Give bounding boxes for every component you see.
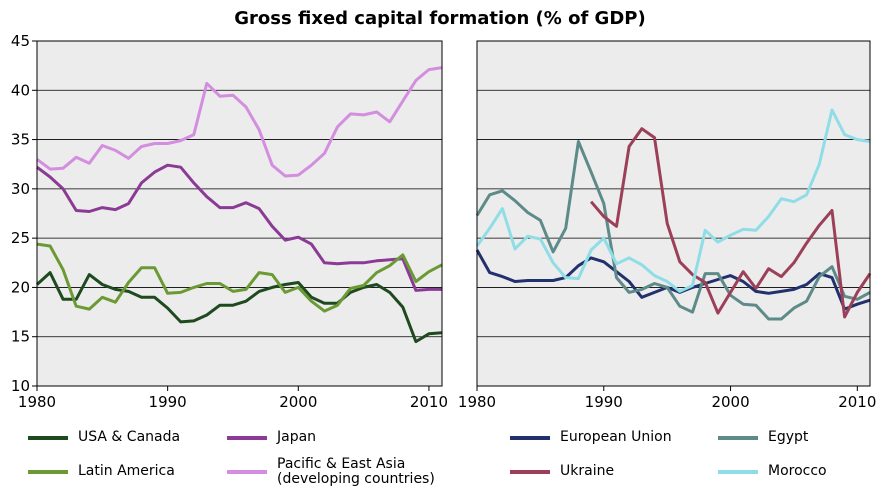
x-tick-label: 1980: [458, 393, 496, 411]
legend-swatch: [510, 470, 550, 474]
series-line: [36, 163, 442, 292]
legend-swatch: [227, 436, 267, 440]
x-tick-label: 2010: [838, 393, 876, 411]
series-line: [475, 140, 871, 321]
y-tick-label: 15: [11, 328, 30, 346]
series-line: [35, 271, 443, 344]
y-tick-label: 25: [11, 229, 30, 247]
legend-label: Japan: [277, 429, 317, 445]
legend-label: Ukraine: [560, 463, 615, 479]
legend-label: Morocco: [768, 463, 827, 479]
legend-swatch: [718, 470, 758, 474]
legend-label: Latin America: [78, 463, 175, 479]
plot-frame: [476, 40, 871, 387]
legend-swatch: [510, 436, 550, 440]
y-tick-label: 40: [11, 81, 30, 99]
legend-swatch: [28, 470, 68, 474]
series-line: [475, 249, 871, 311]
legend-label: Pacific & East Asia (developing countrie…: [277, 456, 435, 487]
plot-frame: [36, 40, 443, 387]
legend-label: European Union: [560, 429, 672, 445]
x-tick-label: 2000: [711, 393, 749, 411]
x-tick-label: 1980: [18, 393, 56, 411]
plot-area: [37, 41, 442, 386]
legend-swatch: [718, 436, 758, 440]
chart-title: Gross fixed capital formation (% of GDP): [234, 8, 645, 29]
legend-label: Egypt: [768, 429, 809, 445]
x-tick-label: 2000: [279, 393, 317, 411]
y-tick-label: 20: [11, 278, 30, 296]
x-tick-label: 2010: [410, 393, 448, 411]
series-line: [589, 127, 872, 319]
y-tick-label: 35: [11, 131, 30, 149]
series-line: [475, 108, 871, 293]
series-line: [36, 66, 443, 178]
x-tick-label: 1990: [585, 393, 623, 411]
legend-label: USA & Canada: [78, 429, 181, 445]
y-tick-label: 30: [11, 180, 30, 198]
x-tick-label: 1990: [149, 393, 187, 411]
legend-swatch: [28, 436, 68, 440]
series-line: [36, 242, 443, 313]
y-tick-label: 10: [11, 377, 30, 395]
plot-area: [477, 41, 870, 386]
legend-swatch: [227, 470, 267, 474]
y-tick-label: 45: [11, 32, 30, 50]
